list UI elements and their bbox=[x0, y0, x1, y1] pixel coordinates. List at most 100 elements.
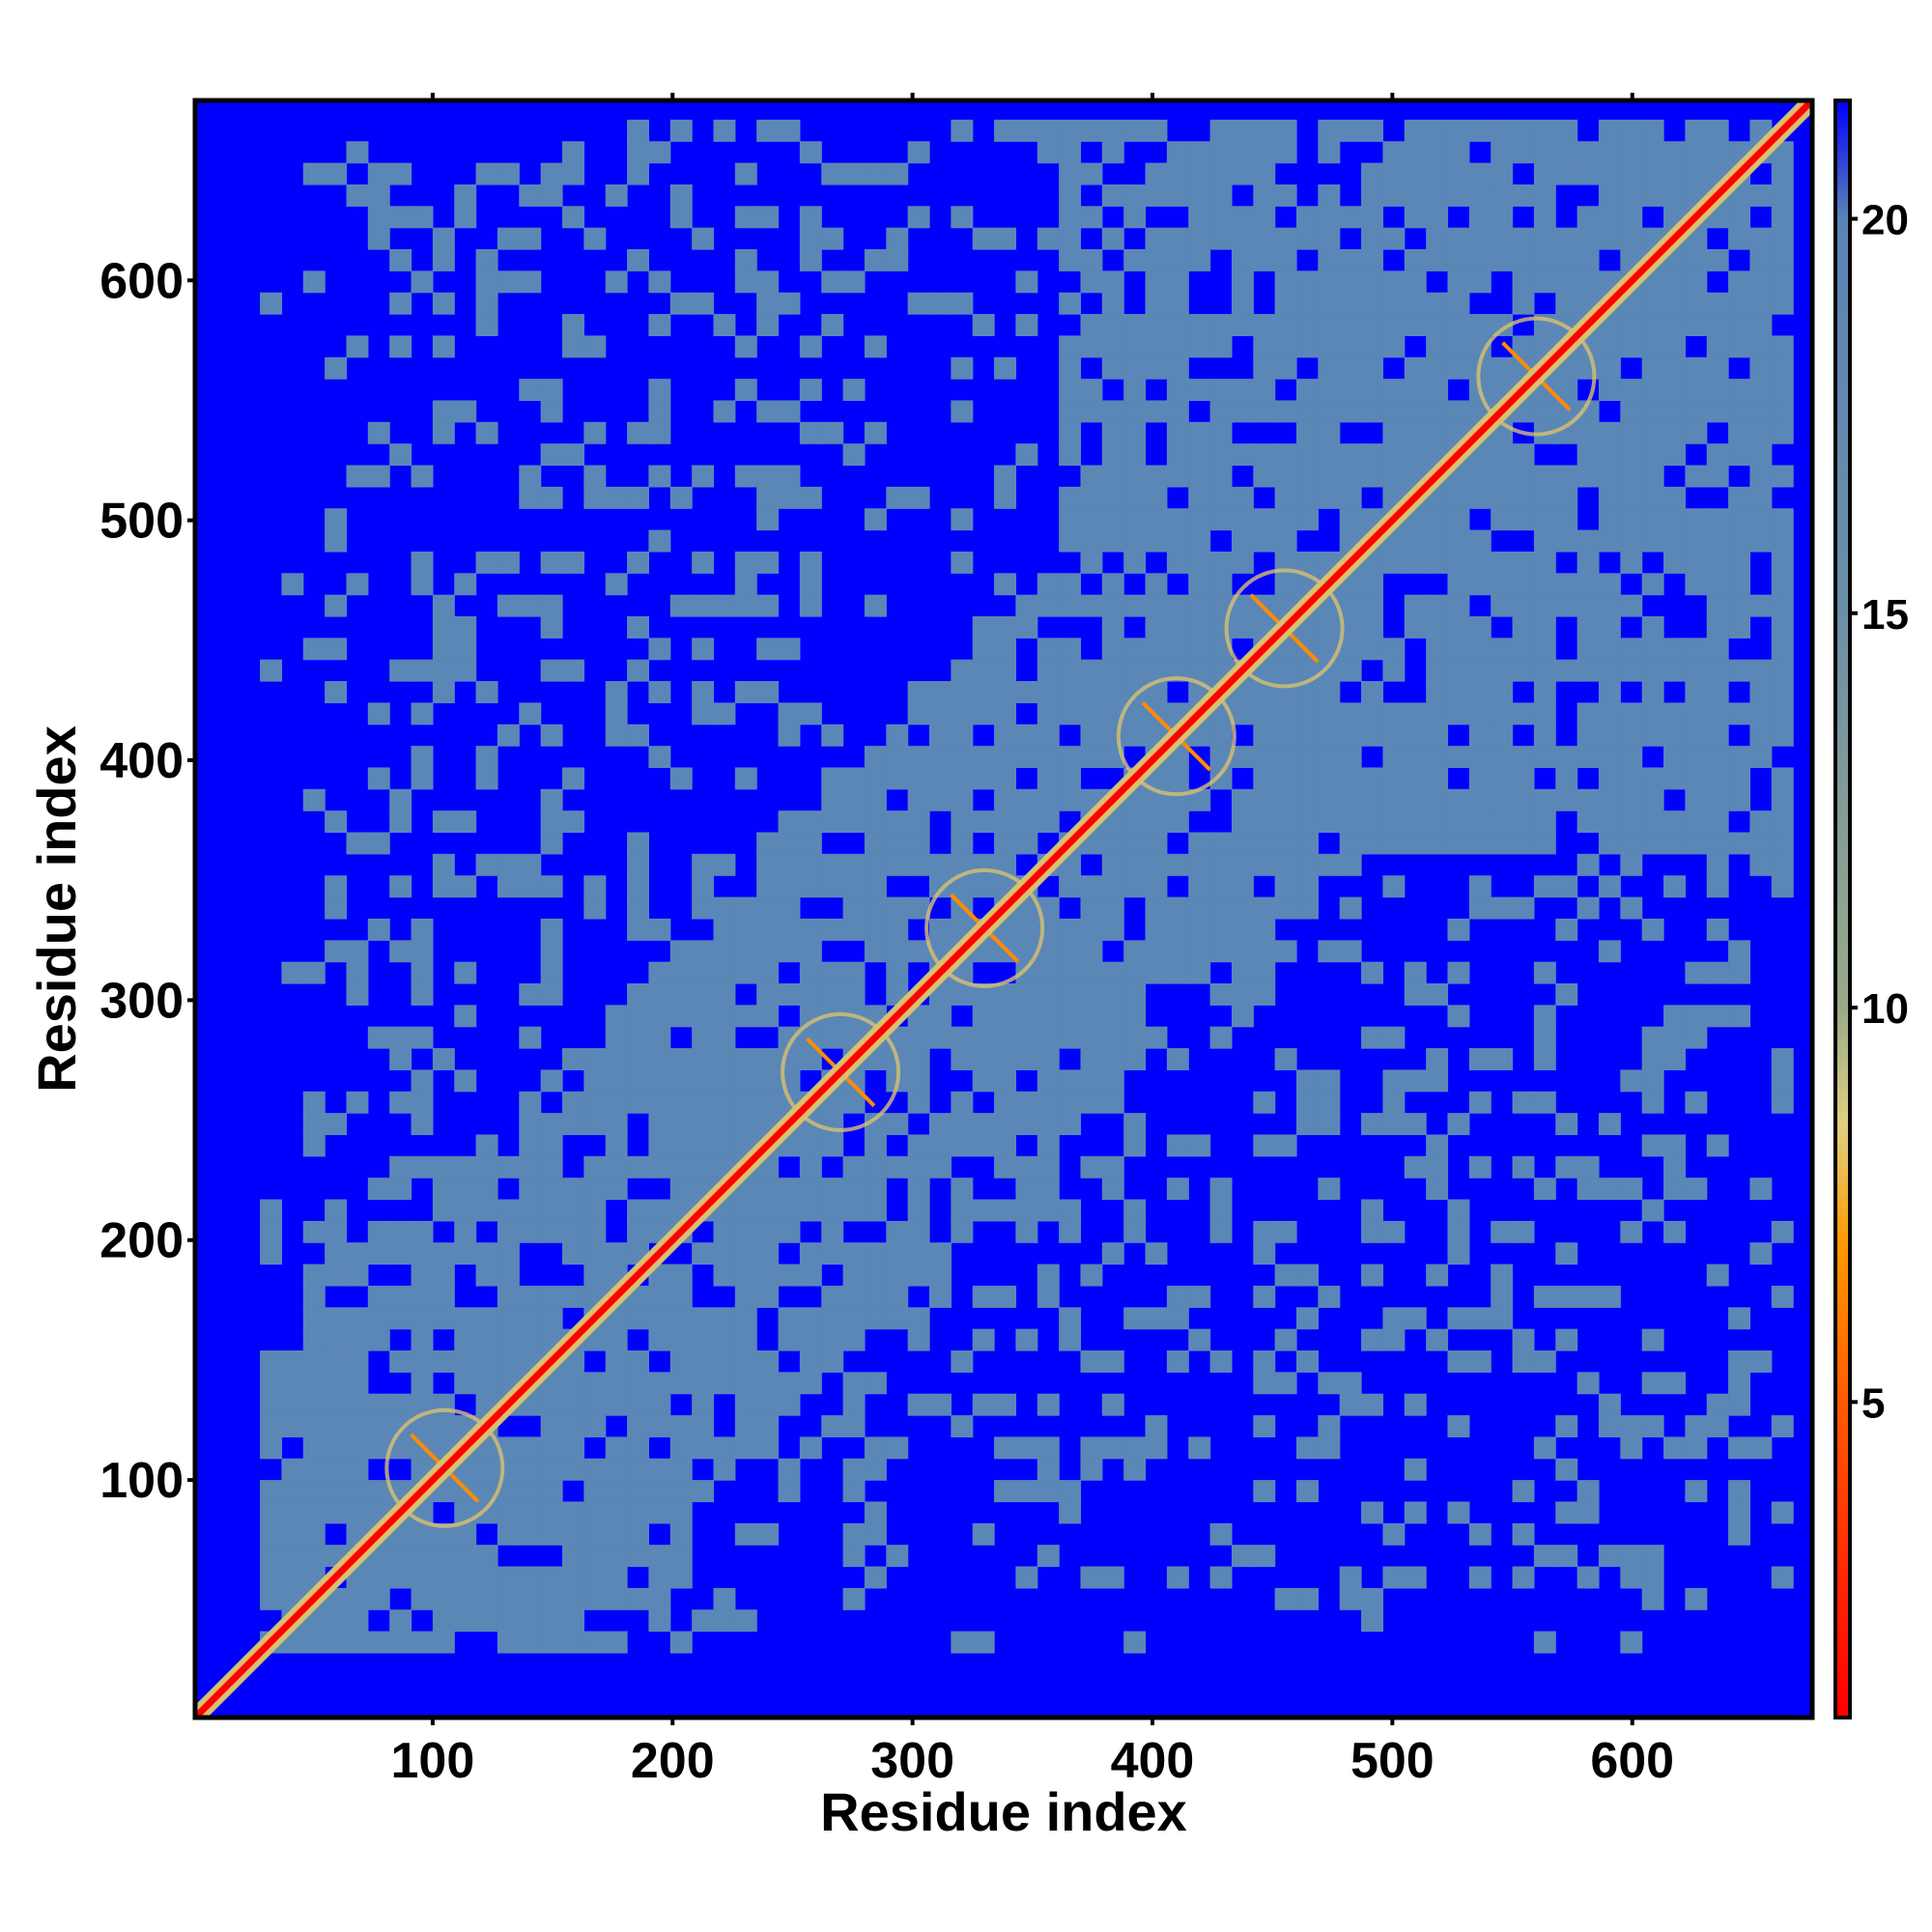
heatmap-cell bbox=[260, 1522, 283, 1546]
heatmap-cell bbox=[1253, 508, 1276, 531]
heatmap-cell bbox=[1706, 832, 1729, 855]
heatmap-cell bbox=[734, 1393, 757, 1416]
heatmap-cell bbox=[411, 1587, 434, 1610]
heatmap-cell bbox=[1339, 356, 1362, 380]
heatmap-cell bbox=[1426, 832, 1449, 855]
heatmap-cell bbox=[1209, 162, 1233, 185]
heatmap-cell bbox=[1663, 875, 1686, 898]
heatmap-cell bbox=[562, 335, 584, 358]
heatmap-cell bbox=[1382, 141, 1406, 164]
heatmap-cell bbox=[1641, 141, 1664, 164]
heatmap-cell bbox=[864, 767, 887, 790]
heatmap-cell bbox=[778, 1480, 801, 1503]
heatmap-cell bbox=[692, 853, 715, 876]
heatmap-cell bbox=[1468, 248, 1492, 271]
heatmap-cell bbox=[411, 1566, 434, 1589]
heatmap-cell bbox=[1361, 961, 1384, 984]
heatmap-cell bbox=[519, 1501, 542, 1524]
heatmap-cell bbox=[1426, 724, 1449, 747]
heatmap-cell bbox=[907, 1393, 930, 1416]
heatmap-cell bbox=[1771, 292, 1794, 315]
heatmap-cell bbox=[325, 162, 348, 185]
heatmap-cell bbox=[1468, 810, 1492, 834]
heatmap-cell bbox=[799, 551, 822, 574]
heatmap-cell bbox=[821, 421, 844, 444]
heatmap-cell bbox=[1166, 1134, 1189, 1157]
heatmap-cell bbox=[1274, 940, 1297, 963]
heatmap-cell bbox=[1080, 314, 1103, 337]
heatmap-cell bbox=[648, 379, 671, 402]
heatmap-cell bbox=[1706, 746, 1729, 769]
heatmap-cell bbox=[1749, 810, 1773, 834]
heatmap-cell bbox=[1101, 659, 1124, 682]
heatmap-cell bbox=[756, 594, 780, 617]
heatmap-cell bbox=[864, 832, 887, 855]
heatmap-cell bbox=[1382, 227, 1406, 250]
heatmap-cell bbox=[799, 853, 822, 876]
x-tick-label: 600 bbox=[1590, 1733, 1674, 1789]
heatmap-cell bbox=[1080, 896, 1103, 920]
heatmap-cell bbox=[1620, 810, 1643, 834]
heatmap-cell bbox=[432, 1631, 455, 1654]
heatmap-cell bbox=[1253, 1415, 1276, 1438]
heatmap-cell bbox=[540, 1285, 563, 1308]
heatmap-cell bbox=[1015, 788, 1038, 811]
heatmap-cell bbox=[1685, 1436, 1708, 1460]
heatmap-cell bbox=[540, 486, 563, 509]
heatmap-cell bbox=[1577, 788, 1600, 811]
heatmap-cell bbox=[713, 1048, 736, 1071]
heatmap-cell bbox=[1015, 940, 1038, 963]
heatmap-cell bbox=[605, 1545, 628, 1568]
heatmap-cell bbox=[519, 486, 542, 509]
heatmap-cell bbox=[346, 1458, 369, 1481]
heatmap-cell bbox=[627, 659, 650, 682]
y-axis-title: Residue index bbox=[26, 725, 87, 1093]
heatmap-cell bbox=[1274, 314, 1297, 337]
heatmap-cell bbox=[1468, 529, 1492, 553]
heatmap-cell bbox=[1059, 292, 1082, 315]
heatmap-cell bbox=[734, 918, 757, 941]
heatmap-cell bbox=[972, 314, 995, 337]
heatmap-cell bbox=[389, 206, 412, 229]
heatmap-cell bbox=[1491, 227, 1514, 250]
heatmap-cell bbox=[756, 1069, 780, 1093]
heatmap-cell bbox=[1426, 702, 1449, 725]
heatmap-cell bbox=[583, 421, 607, 444]
heatmap-cell bbox=[1685, 400, 1708, 423]
heatmap-cell bbox=[1685, 1026, 1708, 1049]
heatmap-cell bbox=[1318, 1091, 1341, 1114]
heatmap-cell bbox=[972, 615, 995, 639]
heatmap-cell bbox=[1685, 508, 1708, 531]
heatmap-cell bbox=[1641, 1069, 1664, 1093]
heatmap-cell bbox=[1663, 724, 1686, 747]
heatmap-cell bbox=[1101, 702, 1124, 725]
heatmap-cell bbox=[1209, 594, 1233, 617]
heatmap-cell bbox=[1598, 141, 1621, 164]
heatmap-cell bbox=[713, 1458, 736, 1481]
heatmap-cell bbox=[669, 1285, 693, 1308]
heatmap-cell bbox=[1253, 788, 1276, 811]
heatmap-cell bbox=[1382, 421, 1406, 444]
heatmap-cell bbox=[1037, 1480, 1060, 1503]
heatmap-cell bbox=[1685, 379, 1708, 402]
heatmap-cell bbox=[1577, 573, 1600, 596]
heatmap-cell bbox=[1209, 832, 1233, 855]
heatmap-cell bbox=[669, 1264, 693, 1287]
heatmap-cell bbox=[972, 1005, 995, 1028]
heatmap-cell bbox=[799, 573, 822, 596]
heatmap-cell bbox=[1620, 551, 1643, 574]
heatmap-cell bbox=[540, 1587, 563, 1610]
heatmap-cell bbox=[1749, 421, 1773, 444]
heatmap-cell bbox=[864, 594, 887, 617]
heatmap-cell bbox=[1274, 767, 1297, 790]
heatmap-cell bbox=[1166, 918, 1189, 941]
heatmap-cell bbox=[1512, 615, 1535, 639]
heatmap-cell bbox=[1447, 248, 1470, 271]
heatmap-cell bbox=[1555, 982, 1578, 1006]
heatmap-cell bbox=[1641, 443, 1664, 467]
heatmap-cell bbox=[432, 1155, 455, 1179]
heatmap-cell bbox=[1641, 486, 1664, 509]
heatmap-cell bbox=[1404, 1069, 1427, 1093]
heatmap-cell bbox=[1123, 1307, 1147, 1330]
heatmap-cell bbox=[1512, 335, 1535, 358]
